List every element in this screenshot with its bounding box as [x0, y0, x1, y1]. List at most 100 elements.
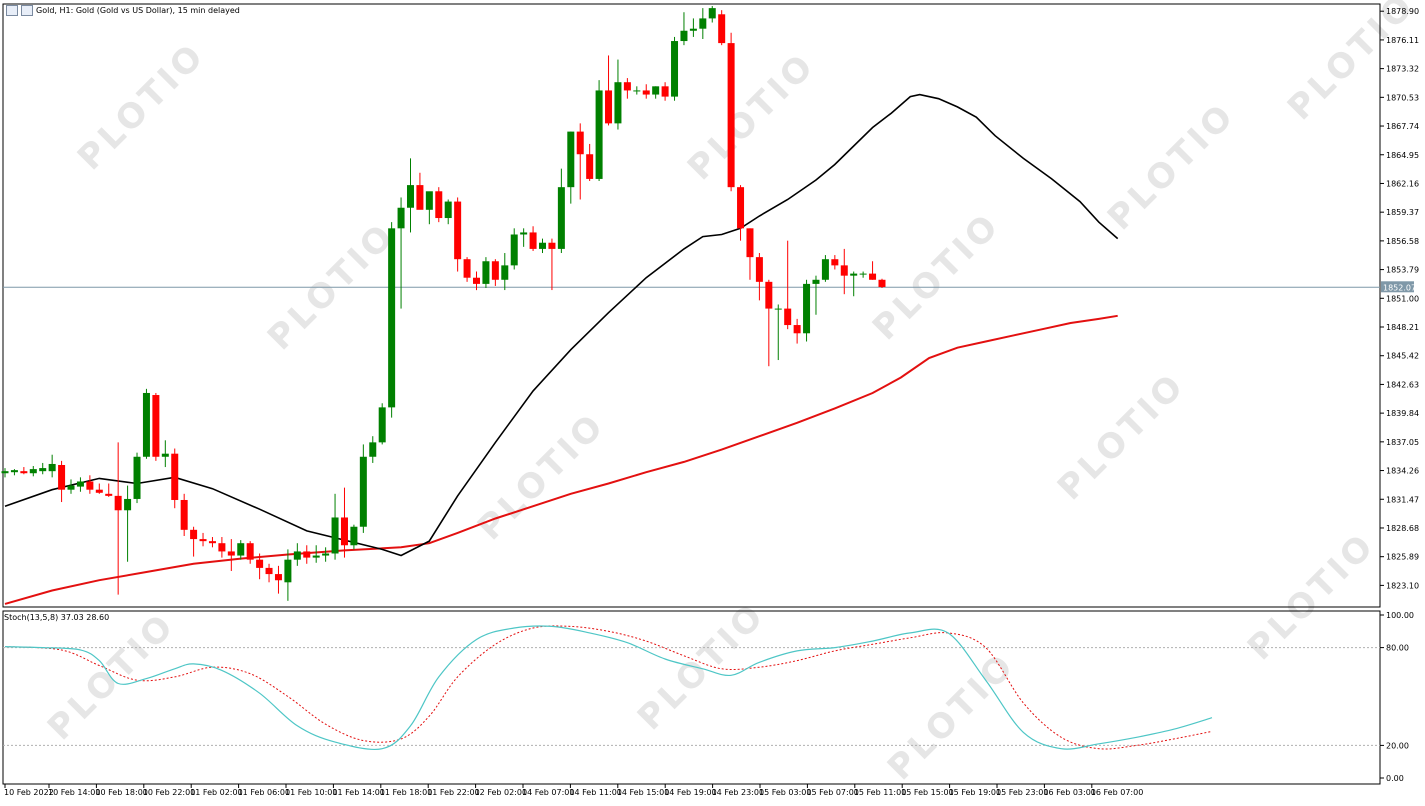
time-tick-label: 15 Feb 03:00 [759, 788, 811, 797]
candle-body [463, 259, 471, 278]
candle-body [435, 191, 443, 219]
candle-body [58, 464, 66, 490]
time-tick-label: 15 Feb 07:00 [806, 788, 858, 797]
price-tick-label: 1851.00 [1386, 294, 1419, 303]
candle-body [652, 86, 660, 95]
candle-body [274, 574, 282, 581]
candle-body [237, 543, 245, 556]
price-tick-label: 1878.90 [1386, 7, 1419, 16]
time-tick-label: 11 Feb 10:00 [285, 788, 337, 797]
time-tick-label: 11 Feb 02:00 [190, 788, 242, 797]
candle-body [784, 308, 792, 326]
candle-body [48, 463, 56, 472]
time-tick-label: 14 Feb 07:00 [522, 788, 574, 797]
candle-body [633, 90, 641, 92]
candle-body [340, 517, 348, 546]
current-price-label: 1852.07 [1383, 283, 1416, 292]
candle-body [190, 529, 198, 540]
candle-body [869, 273, 877, 280]
stoch-tick-label: 0.00 [1386, 774, 1404, 783]
candle-body [171, 453, 179, 500]
candle-body [20, 471, 28, 474]
candle-body [152, 395, 160, 457]
price-tick-label: 1859.37 [1386, 208, 1419, 217]
candle-body [859, 273, 867, 275]
price-tick-label: 1848.21 [1386, 323, 1419, 332]
candle-body [671, 41, 679, 97]
candle-body [708, 8, 716, 19]
price-tick-label: 1842.63 [1386, 380, 1419, 389]
candle-body [312, 555, 320, 558]
candle-body [680, 30, 688, 42]
time-tick-label: 11 Feb 22:00 [427, 788, 479, 797]
time-tick-label: 14 Feb 23:00 [712, 788, 764, 797]
candle-body [812, 279, 820, 284]
candle-body [227, 551, 235, 556]
price-tick-label: 1839.84 [1386, 409, 1419, 418]
candle-body [378, 407, 386, 443]
candle-body [727, 43, 735, 188]
price-tick-label: 1845.42 [1386, 352, 1419, 361]
stoch-signal-line [4, 625, 1213, 750]
candle-body [473, 277, 480, 284]
price-tick-label: 1825.89 [1386, 553, 1419, 562]
candle-body [850, 273, 858, 276]
candle-body [284, 559, 292, 583]
candle-body [142, 392, 150, 457]
candle-body [793, 325, 801, 334]
candle-body [454, 201, 462, 260]
candle-body [765, 281, 773, 309]
chart-window-icon[interactable] [6, 5, 18, 16]
candle-body [303, 551, 311, 558]
price-tick-label: 1828.68 [1386, 524, 1419, 533]
candle-body [444, 201, 452, 219]
price-tick-label: 1873.32 [1386, 65, 1419, 74]
candle-body [595, 90, 603, 179]
candle-body [491, 261, 499, 280]
candle-body [369, 442, 377, 457]
candle-body [539, 242, 547, 249]
candle-body [388, 228, 396, 408]
time-tick-label: 16 Feb 07:00 [1091, 788, 1143, 797]
fast-moving-average-line [4, 93, 1119, 557]
stoch-main-line [4, 625, 1213, 750]
candle-body [586, 154, 594, 179]
candle-body [529, 232, 537, 249]
candle-body [699, 18, 707, 29]
stoch-panel-frame [2, 610, 1381, 785]
price-tick-label: 1837.05 [1386, 438, 1419, 447]
time-tick-label: 14 Feb 19:00 [664, 788, 716, 797]
time-tick-label: 10 Feb 18:00 [95, 788, 147, 797]
candle-body [689, 28, 697, 31]
main-panel-frame [2, 3, 1381, 608]
candle-body [661, 86, 669, 97]
candle-body [39, 468, 47, 472]
candle-body [605, 90, 613, 124]
time-tick-label: 15 Feb 11:00 [854, 788, 906, 797]
candle-body [831, 259, 839, 266]
candle-body [755, 257, 763, 282]
candle-body [67, 485, 75, 490]
time-tick-label: 10 Feb 14:00 [48, 788, 100, 797]
price-tick-label: 1867.74 [1386, 122, 1419, 131]
time-tick-label: 11 Feb 18:00 [380, 788, 432, 797]
candle-body [10, 470, 18, 473]
candle-body [105, 493, 113, 496]
price-tick-label: 1834.26 [1386, 467, 1419, 476]
candle-body [114, 495, 122, 511]
candle-body [1, 471, 9, 474]
price-tick-label: 1870.53 [1386, 93, 1419, 102]
time-tick-label: 12 Feb 02:00 [475, 788, 527, 797]
candle-body [718, 14, 726, 44]
candle-body [406, 185, 414, 208]
chart-type-icon[interactable] [21, 5, 33, 16]
candle-body [397, 207, 405, 229]
stoch-tick-label: 100.00 [1386, 611, 1414, 620]
price-tick-label: 1853.79 [1386, 266, 1419, 275]
candle-body [76, 481, 84, 487]
time-tick-label: 10 Feb 2022 [4, 788, 54, 797]
candle-body [256, 559, 264, 568]
candle-body [510, 234, 518, 266]
candle-body [133, 456, 141, 499]
